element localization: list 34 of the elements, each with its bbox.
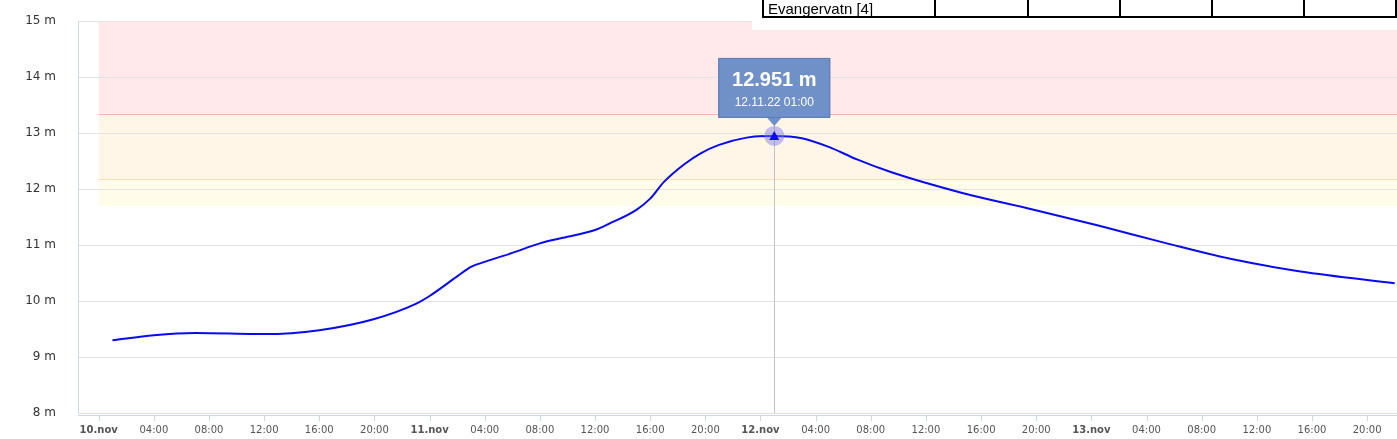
x-tick-label: 20:00: [360, 423, 389, 435]
y-tick-label: 9 m: [32, 349, 56, 364]
y-tick-label: 14 m: [25, 69, 56, 84]
x-tick-label: 12:00: [580, 423, 610, 435]
x-tick-label: 12:00: [1242, 423, 1272, 435]
x-tick-label: 04:00: [801, 423, 831, 435]
x-tick-label: 16:00: [635, 423, 665, 435]
x-tick-label: 12:00: [249, 423, 279, 435]
y-tick-label: 11 m: [25, 237, 56, 252]
x-tick-label: 20:00: [1352, 423, 1382, 435]
x-tick-label: 13.nov: [1072, 423, 1111, 435]
x-tick-label: 10.nov: [79, 423, 119, 435]
x-tick-label: 20:00: [690, 423, 720, 435]
x-tick-label: 16:00: [304, 423, 334, 435]
x-tick-label: 08:00: [194, 423, 224, 435]
x-tick-label: 16:00: [1297, 423, 1327, 435]
x-tick-label: 20:00: [1021, 423, 1051, 435]
x-tick-label: 08:00: [525, 423, 555, 435]
annotation: 12.951 m: [732, 67, 817, 90]
x-tick-label: 04:00: [139, 423, 169, 435]
x-tick-label: 12.nov: [741, 423, 781, 435]
x-tick-label: 11.nov: [410, 423, 450, 435]
annotation: 12.11.22 01:00: [734, 94, 815, 109]
y-tick-label: 10 m: [25, 293, 56, 308]
x-tick-label: 08:00: [856, 423, 886, 435]
x-tick-label: 04:00: [470, 423, 500, 435]
y-tick-label: 13 m: [25, 125, 56, 140]
x-tick-label: 16:00: [966, 423, 996, 435]
x-tick-label: 08:00: [1187, 423, 1217, 435]
x-tick-label: 04:00: [1132, 423, 1161, 435]
y-tick-label: 15 m: [25, 13, 56, 28]
y-tick-label: 8 m: [32, 405, 56, 420]
y-tick-label: 12 m: [25, 181, 56, 196]
x-tick-label: 12:00: [911, 423, 941, 435]
